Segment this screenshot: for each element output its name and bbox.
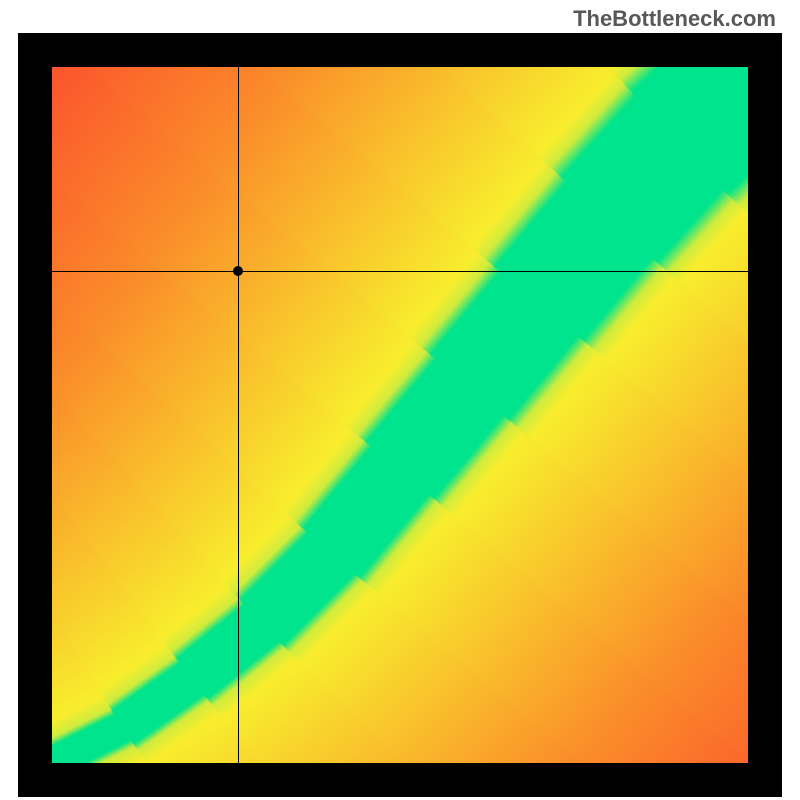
attribution-text: TheBottleneck.com	[573, 6, 776, 32]
crosshair-vertical	[238, 67, 239, 763]
chart-container: TheBottleneck.com	[0, 0, 800, 800]
crosshair-horizontal	[52, 271, 748, 272]
heatmap-canvas	[52, 67, 748, 763]
plot-area	[52, 67, 748, 763]
crosshair-marker	[233, 266, 243, 276]
